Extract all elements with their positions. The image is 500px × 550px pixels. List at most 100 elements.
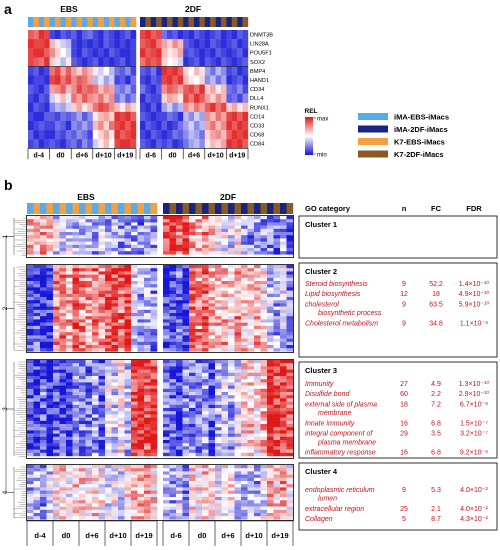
panel-b-heat-cell (254, 297, 261, 301)
panel-b-timepoint-label: d-6 (170, 531, 181, 540)
panel-b-heat-cell (59, 348, 67, 352)
panel-b-heat-cell (46, 420, 54, 425)
panel-b-heat-cell (27, 481, 34, 485)
panel-a-heat-cell (49, 130, 56, 140)
panel-b-heat-cell (131, 248, 138, 252)
panel-b-heat-cell (280, 268, 287, 272)
panel-b-heat-cell (176, 338, 183, 342)
panel-b-heat-cell (189, 369, 196, 373)
panel-b-heat-cell (195, 392, 203, 396)
panel-b-heat-cell (85, 244, 93, 249)
panel-b-heat-cell (234, 265, 242, 269)
panel-b-heat-cell (182, 443, 190, 447)
panel-b-heat-cell (33, 417, 41, 421)
panel-b-heat-cell (182, 281, 190, 285)
panel-b-heat-cell (27, 513, 34, 517)
panel-b-heat-cell (247, 303, 255, 307)
panel-b-heat-cell (124, 411, 132, 415)
panel-b-heat-cell (169, 376, 177, 380)
panel-b-heat-cell (72, 341, 80, 346)
panel-b-heat-cell (46, 300, 54, 304)
panel-b-heat-cell (273, 300, 281, 304)
panel-b-heat-cell (27, 225, 34, 229)
panel-b-heat-cell (208, 219, 216, 223)
panel-b-heat-cell (85, 474, 93, 478)
panel-b-heat-cell (221, 516, 229, 520)
panel-b-heat-cell (286, 341, 294, 346)
panel-b-heat-cell (254, 313, 261, 317)
panel-b-heat-cell (267, 446, 274, 450)
panel-b-heat-cell (66, 427, 73, 431)
panel-b-heat-cell (111, 360, 119, 364)
panel-b-heat-cell (254, 284, 261, 288)
panel-a-sample-bar-ebs (49, 17, 56, 27)
panel-b-heat-cell (241, 481, 248, 485)
panel-b-heat-cell (144, 433, 151, 437)
panel-b-heat-cell (79, 319, 86, 323)
panel-b-heat-cell (85, 465, 93, 469)
panel-b-group-2df: 2DF (220, 192, 236, 202)
panel-b-heat-cell (144, 474, 151, 478)
panel-b-heat-cell (131, 235, 138, 239)
panel-a-heat-cell (98, 39, 104, 49)
panel-b-heat-cell (59, 440, 67, 444)
panel-b-heat-cell (92, 306, 99, 310)
panel-a-heat-cell (183, 75, 189, 85)
panel-b-heat-cell (144, 268, 151, 272)
panel-b-heat-cell (189, 385, 196, 389)
panel-b-heat-cell (124, 268, 132, 272)
panel-a-heat-cell (125, 75, 131, 85)
panel-b-heat-cell (228, 363, 235, 367)
panel-b-heat-cell (131, 414, 138, 418)
panel-b-heat-cell (79, 348, 86, 352)
panel-b-heat-cell (260, 440, 268, 444)
panel-b-heat-cell (33, 430, 41, 434)
panel-b-heat-cell (124, 443, 132, 447)
panel-b-heat-cell (286, 395, 294, 399)
panel-b-heat-cell (286, 420, 294, 425)
panel-b-heat-cell (286, 329, 294, 333)
panel-b-heat-cell (267, 335, 274, 339)
panel-a-heat-cell (167, 39, 173, 49)
panel-b-heat-cell (189, 436, 196, 441)
panel-b-heat-cell (163, 319, 170, 323)
panel-b-heat-cell (169, 404, 177, 409)
panel-b-heat-cell (98, 516, 106, 520)
panel-b-heat-cell (189, 452, 196, 457)
panel-b-heat-cell (234, 303, 242, 307)
panel-b-heat-cell (176, 395, 183, 399)
panel-b-heat-cell (85, 293, 93, 298)
panel-b-heat-cell (176, 284, 183, 288)
panel-b-heat-cell (260, 319, 268, 323)
panel-b-heat-cell (189, 420, 196, 425)
panel-b-heat-cell (254, 388, 261, 393)
panel-b-heat-cell (189, 509, 196, 514)
panel-a-heat-cell (44, 30, 50, 40)
panel-b-heat-cell (221, 414, 229, 418)
panel-b-heat-cell (286, 414, 294, 418)
panel-a-heat-cell (242, 39, 249, 49)
panel-a-heat-cell (145, 48, 151, 58)
panel-b-heat-cell (241, 366, 248, 370)
panel-b-heat-cell (85, 506, 93, 510)
panel-b-heat-cell (234, 395, 242, 399)
panel-b-heat-cell (144, 293, 151, 298)
panel-b-heat-cell (59, 465, 67, 469)
panel-b-heat-cell (267, 238, 274, 242)
panel-b-heat-cell (85, 404, 93, 409)
panel-b-heat-cell (286, 284, 294, 288)
panel-b-heat-cell (163, 300, 170, 304)
panel-b-heat-cell (59, 228, 67, 233)
panel-a-sample-bar-2df (231, 17, 238, 27)
panel-b-heat-cell (260, 228, 268, 233)
panel-b-heat-cell (202, 316, 209, 320)
panel-a-sample-bar-2df (194, 17, 200, 27)
panel-b-heat-cell (59, 225, 67, 229)
panel-a-heat-cell (199, 111, 205, 122)
panel-b-heat-cell (40, 244, 47, 249)
panel-b-heat-cell (72, 248, 80, 252)
panel-b-heat-cell (92, 398, 99, 402)
panel-b-heat-cell (234, 360, 242, 364)
panel-b-heat-cell (176, 228, 183, 233)
